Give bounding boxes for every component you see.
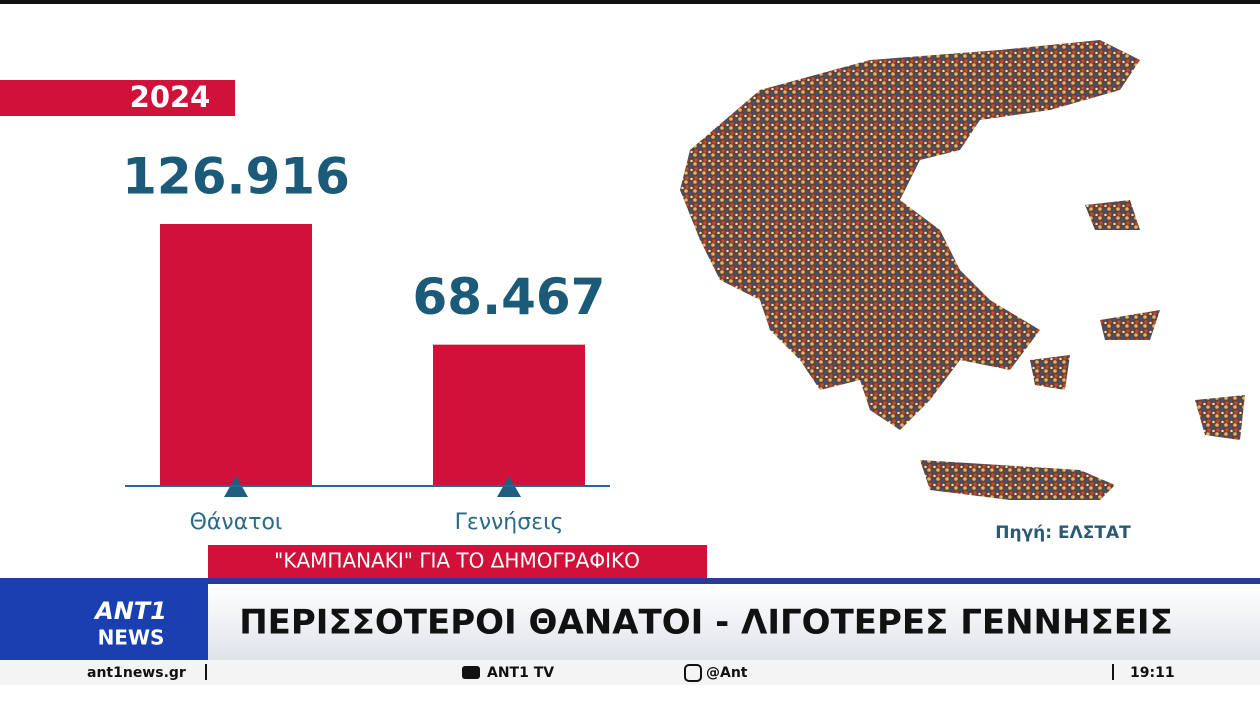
strip bbox=[0, 578, 1260, 584]
logo-top: ANT1 bbox=[93, 597, 167, 625]
x-tick-label: Γεννήσεις bbox=[455, 510, 564, 535]
x-tick-label: Θάνατοι bbox=[190, 510, 283, 535]
logo-box bbox=[0, 580, 208, 660]
map bbox=[680, 40, 1245, 500]
banner: "ΚΑΜΠΑΝΑΚΙ" ΓΙΑ ΤΟ ΔΗΜΟΓΡΑΦΙΚΟ bbox=[274, 549, 640, 573]
bar bbox=[160, 224, 312, 486]
top-edge bbox=[0, 0, 1260, 4]
bar bbox=[433, 344, 585, 486]
footer-time: 19:11 bbox=[1130, 665, 1175, 681]
year-box bbox=[0, 80, 235, 116]
divider bbox=[1112, 664, 1114, 680]
headline-bar bbox=[0, 584, 1260, 660]
footer-bar bbox=[0, 660, 1260, 685]
headline: ΠΕΡΙΣΣΟΤΕΡΟΙ ΘΑΝΑΤΟΙ - ΛΙΓΟΤΕΡΕΣ ΓΕΝΝΗΣΕ… bbox=[239, 603, 1173, 643]
logo-bottom: NEWS bbox=[98, 626, 165, 650]
value-label: 126.916 bbox=[122, 148, 350, 206]
source: Πηγή: ΕΛΣΤΑΤ bbox=[995, 523, 1131, 543]
value-label: 68.467 bbox=[413, 268, 606, 326]
chart-title: 2024 bbox=[130, 80, 211, 114]
plot: 126.916 Θάνατοι 68.467 Γεννήσεις bbox=[122, 148, 610, 535]
instagram-icon bbox=[684, 664, 702, 682]
footer-site: ant1news.gr bbox=[87, 665, 186, 681]
divider bbox=[205, 664, 207, 680]
footer-youtube: ANT1 TV bbox=[487, 665, 554, 681]
footer-instagram: @Ant bbox=[706, 665, 748, 681]
banner-box bbox=[208, 545, 707, 578]
youtube-icon bbox=[462, 666, 480, 679]
